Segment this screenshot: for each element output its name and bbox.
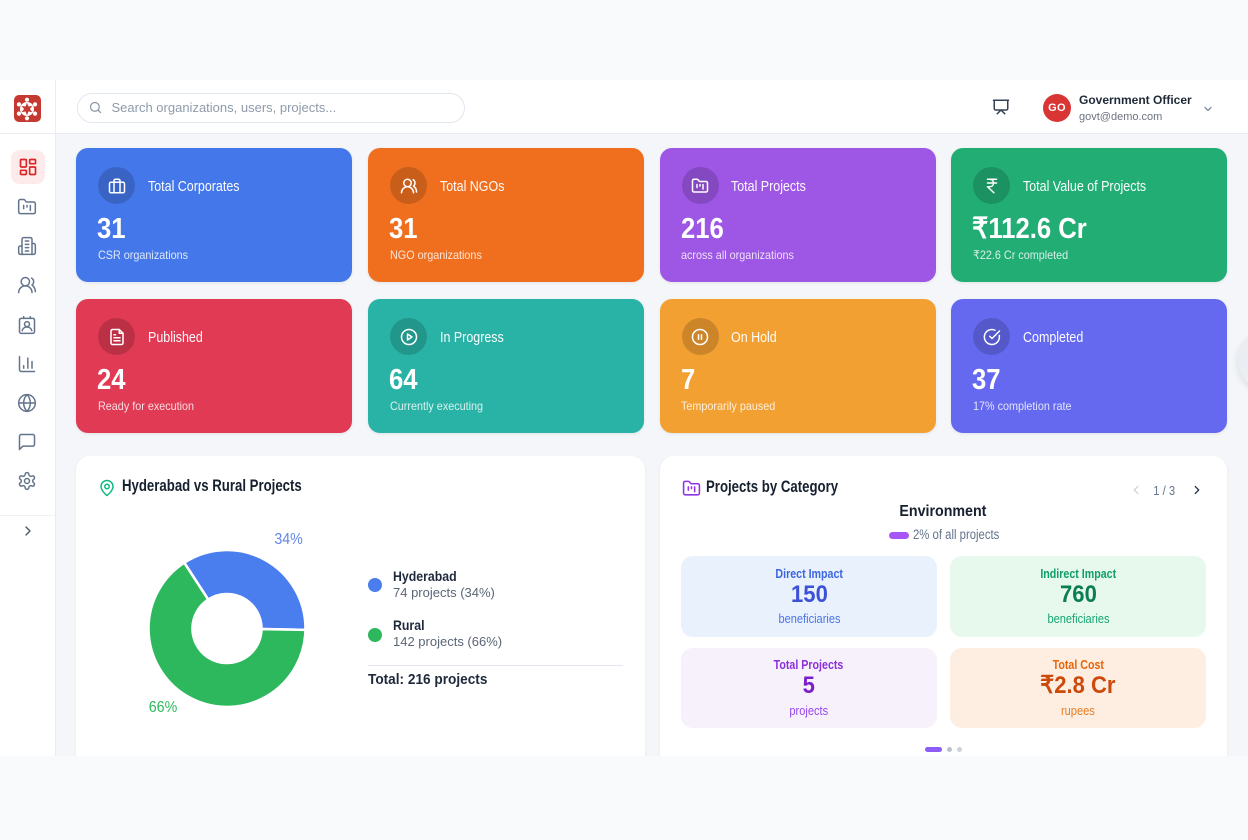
svg-text:66%: 66% [149, 698, 177, 716]
svg-text:34%: 34% [274, 530, 302, 548]
